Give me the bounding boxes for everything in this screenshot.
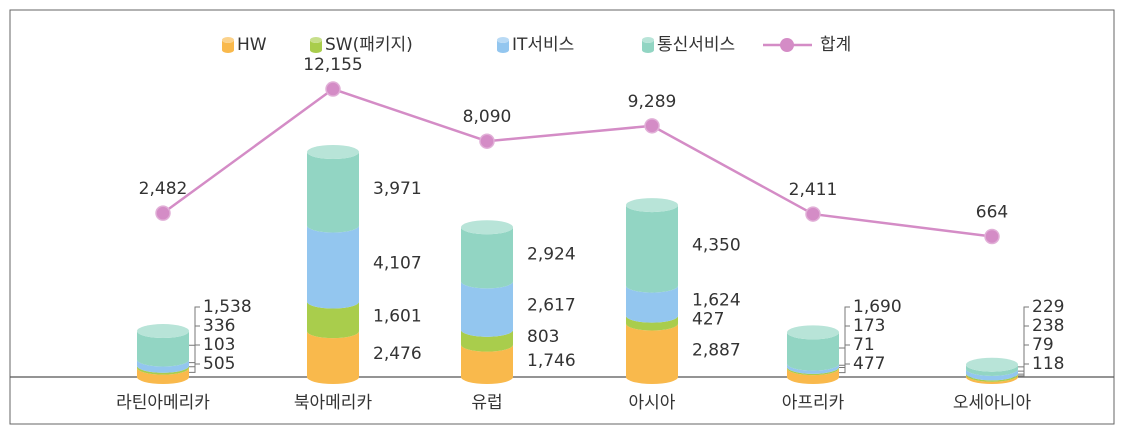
- bar-segment: [307, 301, 359, 339]
- value-label: 505: [203, 354, 235, 374]
- value-label: 336: [203, 316, 235, 336]
- value-label: 79: [1032, 335, 1054, 355]
- total-label: 664: [976, 202, 1008, 222]
- total-label: 2,411: [789, 180, 838, 200]
- legend-icon: [310, 40, 322, 53]
- value-label: 2,887: [692, 340, 741, 360]
- legend-icon-cap: [497, 37, 509, 43]
- bar-segment: [461, 329, 513, 352]
- value-label: 1,601: [373, 306, 422, 326]
- value-label: 4,107: [373, 254, 422, 274]
- bar-segment: [966, 373, 1018, 382]
- bar-segment: [966, 368, 1018, 381]
- legend-icon-cap: [222, 37, 234, 43]
- bar-top-cap: [307, 145, 359, 159]
- bar-top-cap: [137, 324, 189, 339]
- value-label: 118: [1032, 354, 1064, 374]
- value-label: 1,624: [692, 291, 741, 311]
- leader-line: [1018, 306, 1029, 368]
- total-marker: [325, 81, 341, 97]
- legend-label: 통신서비스: [657, 35, 735, 55]
- total-marker: [479, 133, 495, 149]
- bar-top-cap: [461, 220, 513, 235]
- bar-segment: [966, 364, 1018, 376]
- leader-line: [839, 306, 850, 349]
- bar-top-cap: [966, 357, 1018, 372]
- bar-segment: [787, 366, 839, 376]
- leader-line: [189, 306, 200, 346]
- value-label: 2,924: [527, 244, 576, 264]
- total-label: 2,482: [139, 179, 188, 199]
- value-label: 103: [203, 335, 235, 355]
- value-label: 1,690: [853, 297, 902, 317]
- value-label: 477: [853, 354, 885, 374]
- x-tick-label: 아시아: [629, 393, 676, 413]
- total-line: [162, 87, 993, 238]
- total-marker: [155, 205, 171, 221]
- value-label: 71: [853, 335, 875, 355]
- legend-icon-cap: [642, 37, 654, 43]
- value-label: 2,476: [373, 344, 422, 364]
- value-label: 3,971: [373, 179, 422, 199]
- bar-segment: [626, 315, 678, 331]
- x-tick-label: 오세아니아: [953, 393, 1032, 413]
- value-label: 238: [1032, 316, 1064, 336]
- bar-segment: [307, 152, 359, 233]
- legend-label: HW: [237, 35, 267, 55]
- value-label: 427: [692, 310, 724, 330]
- bar-segment: [137, 359, 189, 373]
- leader-line: [189, 363, 200, 373]
- chart-frame: [9, 9, 1115, 425]
- bar-segment: [626, 323, 678, 384]
- x-tick-label: 라틴아메리카: [116, 393, 210, 413]
- bar-segment: [787, 368, 839, 384]
- total-marker: [805, 206, 821, 222]
- x-tick-label: 북아메리카: [294, 393, 373, 413]
- value-label: 4,350: [692, 235, 741, 255]
- x-tick-label: 유럽: [471, 393, 502, 413]
- value-label: 173: [853, 316, 885, 336]
- bar-segment: [626, 205, 678, 293]
- value-label: 1,746: [527, 351, 576, 371]
- legend-icon: [497, 40, 509, 53]
- bar-segment: [307, 331, 359, 384]
- bar-top-cap: [626, 198, 678, 213]
- total-marker: [644, 118, 660, 134]
- legend-label: 합계: [820, 35, 851, 55]
- value-label: 1,538: [203, 297, 252, 317]
- bar-segment: [787, 332, 839, 371]
- bar-segment: [307, 225, 359, 309]
- bar-segment: [787, 363, 839, 374]
- total-label: 8,090: [463, 107, 512, 127]
- bar-segment: [461, 281, 513, 337]
- legend-label: IT서비스: [512, 35, 574, 55]
- legend-icon: [642, 40, 654, 53]
- value-label: 229: [1032, 297, 1064, 317]
- bar-segment: [626, 285, 678, 323]
- total-label: 9,289: [628, 92, 677, 112]
- legend-label: SW(패키지): [325, 35, 413, 55]
- bar-segment: [461, 227, 513, 289]
- value-label: 803: [527, 327, 559, 347]
- legend-icon: [222, 40, 234, 53]
- value-label: 2,617: [527, 296, 576, 316]
- total-marker: [984, 228, 1000, 245]
- bar-segment: [137, 331, 189, 367]
- x-tick-label: 아프리카: [782, 393, 845, 413]
- legend-icon-cap: [310, 37, 322, 43]
- bar-segment: [966, 374, 1018, 384]
- bar-segment: [137, 365, 189, 375]
- bar-top-cap: [787, 325, 839, 340]
- leader-line: [839, 363, 850, 374]
- legend-marker: [780, 38, 794, 52]
- bar-segment: [137, 367, 189, 384]
- bar-segment: [461, 344, 513, 384]
- total-label: 12,155: [303, 55, 362, 75]
